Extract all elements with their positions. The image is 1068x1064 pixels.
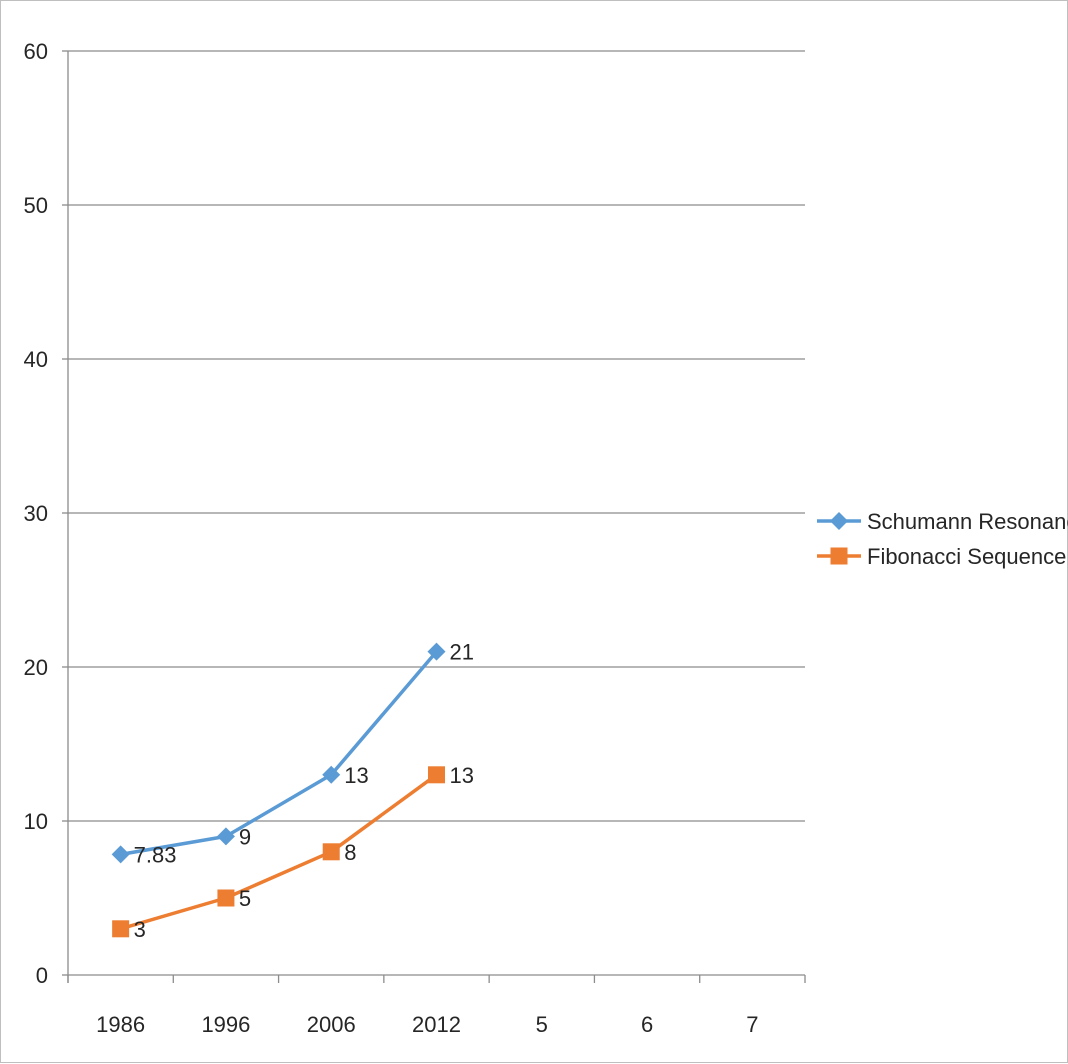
series [111, 642, 446, 938]
x-tick-label: 2012 [412, 1012, 461, 1037]
data-label: 8 [344, 840, 356, 865]
gridlines [68, 50, 805, 822]
series-marker [428, 766, 445, 784]
x-tick-label: 5 [536, 1012, 548, 1037]
legend-label: Fibonacci Sequence [867, 544, 1066, 569]
series-marker [830, 512, 848, 530]
data-label: 13 [344, 763, 368, 788]
y-tick-label: 0 [36, 963, 48, 988]
series-marker [830, 547, 848, 565]
data-label: 21 [450, 640, 474, 665]
y-tick-label: 20 [24, 655, 48, 680]
axes: 0 10 20 30 40 50 60 1986 1996 2006 2012 5 6 7 [24, 39, 806, 1037]
x-tick-label: 2006 [307, 1012, 356, 1037]
y-tick-label: 50 [24, 193, 48, 218]
x-tick-label: 7 [746, 1012, 758, 1037]
series-line-1 [120, 773, 438, 931]
data-label: 13 [450, 763, 474, 788]
series-marker [322, 843, 340, 861]
x-tick-label: 1986 [96, 1012, 145, 1037]
x-tick-label: 1996 [201, 1012, 250, 1037]
data-labels: 7.83 9 13 21 3 5 8 13 [134, 640, 474, 942]
y-tick-label: 30 [24, 501, 48, 526]
y-tick-label: 40 [24, 347, 48, 372]
series-marker [216, 827, 235, 846]
series-line-0 [120, 650, 438, 857]
data-label: 5 [239, 886, 251, 911]
series-marker [111, 845, 130, 864]
x-tick-label: 6 [641, 1012, 653, 1037]
y-tick-label: 60 [24, 39, 48, 64]
series-marker [217, 889, 235, 907]
data-label: 3 [134, 917, 146, 942]
series-marker [322, 765, 341, 784]
legend: Schumann Resonance Fibonacci Sequence [817, 509, 1068, 569]
legend-label: Schumann Resonance [867, 509, 1068, 534]
data-label: 9 [239, 824, 251, 849]
data-label: 7.83 [134, 842, 177, 867]
y-tick-label: 10 [24, 809, 48, 834]
series-marker [427, 642, 446, 661]
series-marker [112, 920, 130, 938]
